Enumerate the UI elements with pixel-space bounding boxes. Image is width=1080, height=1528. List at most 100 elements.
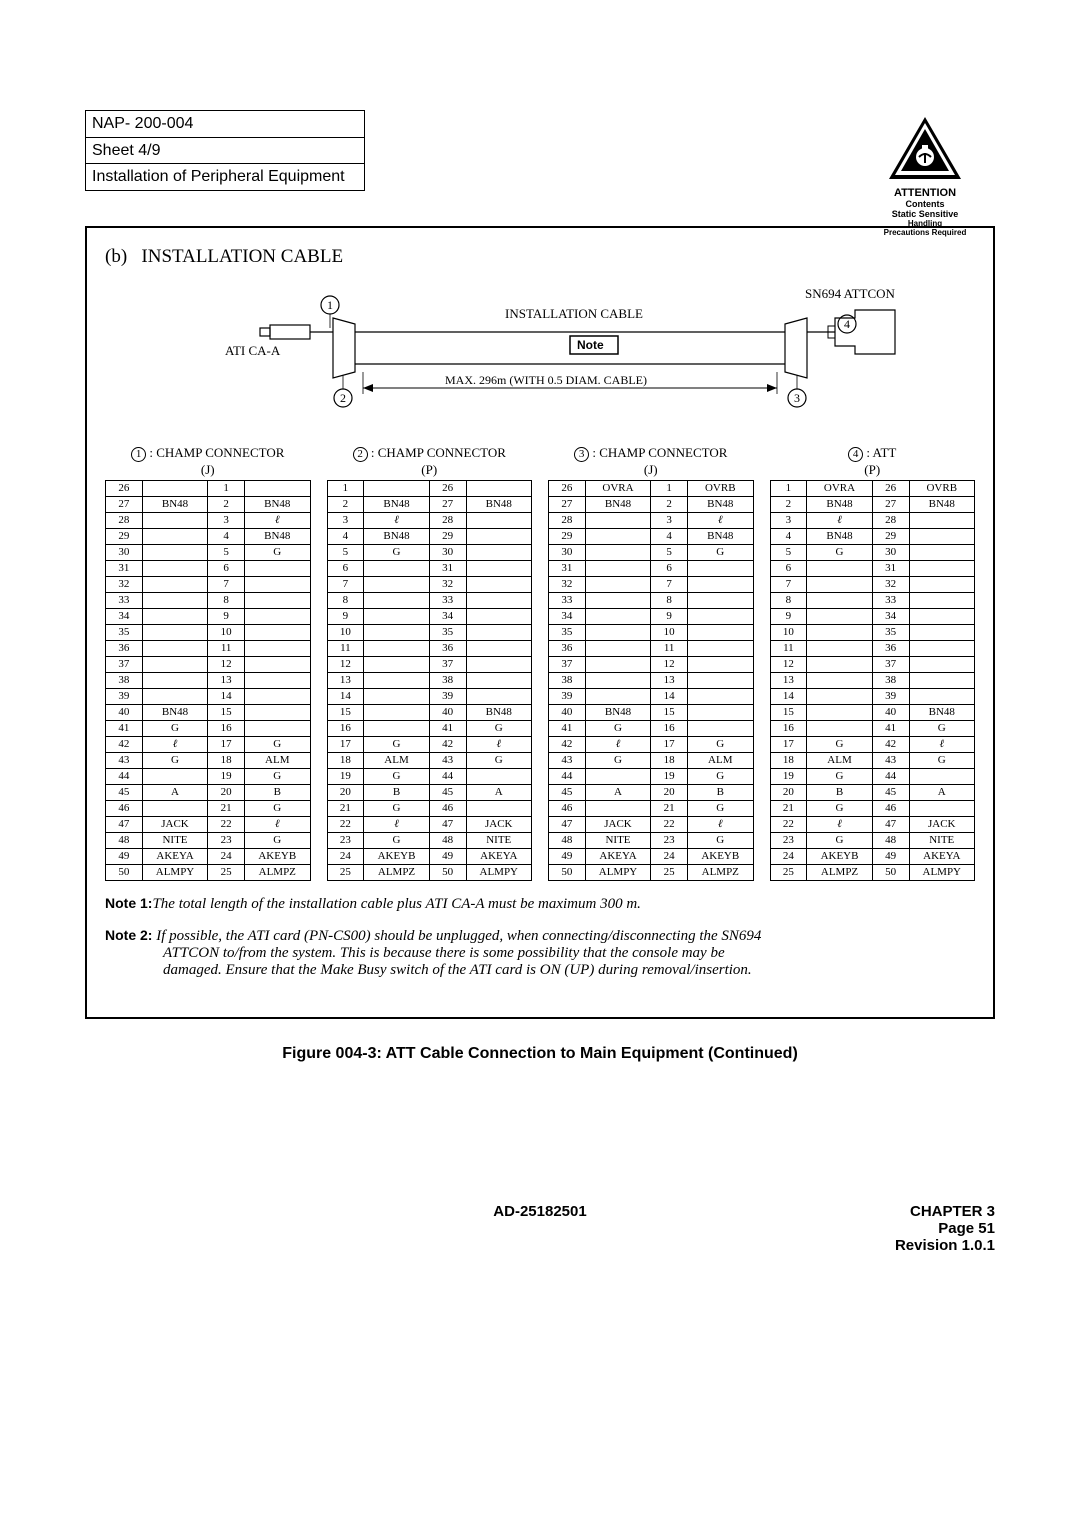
pin-number: 31 bbox=[872, 560, 909, 576]
pin-number: 2 bbox=[651, 496, 688, 512]
table-row: 934 bbox=[770, 608, 975, 624]
table-row: 1035 bbox=[327, 624, 532, 640]
pin-label bbox=[585, 528, 650, 544]
pin-number: 22 bbox=[327, 816, 364, 832]
pin-label bbox=[807, 560, 872, 576]
pin-label: BN48 bbox=[807, 528, 872, 544]
pin-number: 32 bbox=[872, 576, 909, 592]
pin-label bbox=[245, 656, 310, 672]
pin-label: AKEYB bbox=[245, 848, 310, 864]
pin-number: 37 bbox=[872, 656, 909, 672]
pin-label bbox=[142, 512, 207, 528]
note-2-text3: damaged. Ensure that the Make Busy switc… bbox=[105, 962, 752, 979]
pin-number: 1 bbox=[327, 480, 364, 496]
table-row: 22ℓ47JACK bbox=[770, 816, 975, 832]
page-footer: AD-25182501 CHAPTER 3 Page 51 Revision 1… bbox=[85, 1203, 995, 1254]
section-label: (b) bbox=[105, 246, 127, 267]
pin-number: 28 bbox=[549, 512, 586, 528]
pin-number: 31 bbox=[549, 560, 586, 576]
pin-label bbox=[245, 720, 310, 736]
pin-label: ALM bbox=[688, 752, 753, 768]
pin-number: 4 bbox=[327, 528, 364, 544]
pin-label bbox=[466, 768, 531, 784]
pin-number: 4 bbox=[208, 528, 245, 544]
pin-number: 40 bbox=[429, 704, 466, 720]
pin-number: 13 bbox=[208, 672, 245, 688]
table-row: 338 bbox=[549, 592, 754, 608]
pin-number: 8 bbox=[651, 592, 688, 608]
table-row: 5G30 bbox=[327, 544, 532, 560]
pin-label bbox=[585, 608, 650, 624]
pin-number: 37 bbox=[429, 656, 466, 672]
pin-number: 43 bbox=[106, 752, 143, 768]
pin-number: 39 bbox=[429, 688, 466, 704]
pin-label bbox=[909, 592, 974, 608]
pin-label: G bbox=[364, 736, 429, 752]
section-title: INSTALLATION CABLE bbox=[141, 246, 343, 267]
footer-right: CHAPTER 3 Page 51 Revision 1.0.1 bbox=[845, 1203, 995, 1254]
pin-number: 3 bbox=[327, 512, 364, 528]
pin-number: 46 bbox=[429, 800, 466, 816]
pinout-table-2: 1262BN4827BN483ℓ284BN48295G3063173283393… bbox=[327, 480, 533, 881]
pin-number: 19 bbox=[770, 768, 807, 784]
pin-label: BN48 bbox=[585, 496, 650, 512]
pin-label bbox=[466, 672, 531, 688]
table-row: 20B45A bbox=[327, 784, 532, 800]
pin-label bbox=[909, 560, 974, 576]
attn-line1: ATTENTION bbox=[860, 187, 990, 199]
pin-label: OVRA bbox=[807, 480, 872, 496]
pin-label: ALMPZ bbox=[364, 864, 429, 880]
pin-number: 43 bbox=[549, 752, 586, 768]
circled-1: 1 bbox=[131, 447, 146, 462]
pin-number: 14 bbox=[327, 688, 364, 704]
pin-label bbox=[466, 560, 531, 576]
pin-label bbox=[909, 672, 974, 688]
connector-3-label: : CHAMP CONNECTOR bbox=[592, 445, 727, 460]
pin-label bbox=[807, 704, 872, 720]
pin-label bbox=[909, 544, 974, 560]
table-row: 18ALM43G bbox=[770, 752, 975, 768]
pin-label: G bbox=[364, 800, 429, 816]
pin-number: 46 bbox=[872, 800, 909, 816]
pin-label: G bbox=[909, 752, 974, 768]
table-row: 732 bbox=[327, 576, 532, 592]
table-row: 4419G bbox=[549, 768, 754, 784]
table-row: 3813 bbox=[549, 672, 754, 688]
table-row: 833 bbox=[770, 592, 975, 608]
pin-number: 26 bbox=[549, 480, 586, 496]
pin-label: OVRB bbox=[909, 480, 974, 496]
table-row: 25ALMPZ50ALMPY bbox=[770, 864, 975, 880]
pin-label: BN48 bbox=[245, 496, 310, 512]
pin-number: 7 bbox=[651, 576, 688, 592]
pin-label: ℓ bbox=[245, 512, 310, 528]
table-row: 283ℓ bbox=[106, 512, 311, 528]
pin-label bbox=[807, 576, 872, 592]
pin-number: 9 bbox=[327, 608, 364, 624]
pin-label: A bbox=[585, 784, 650, 800]
figure-frame: (b) INSTALLATION CABLE ATI CA-A 1 2 bbox=[85, 226, 995, 1019]
pin-label bbox=[466, 640, 531, 656]
pin-label: OVRB bbox=[688, 480, 753, 496]
pin-label: BN48 bbox=[245, 528, 310, 544]
pin-label: A bbox=[909, 784, 974, 800]
pin-number: 21 bbox=[770, 800, 807, 816]
pin-number: 7 bbox=[208, 576, 245, 592]
pin-label bbox=[142, 640, 207, 656]
pin-number: 15 bbox=[651, 704, 688, 720]
connector-3-block: 3 : CHAMP CONNECTOR (J) 26OVRA1OVRB27BN4… bbox=[548, 445, 754, 881]
pin-number: 23 bbox=[208, 832, 245, 848]
pin-number: 41 bbox=[429, 720, 466, 736]
pin-label: A bbox=[142, 784, 207, 800]
pin-number: 17 bbox=[770, 736, 807, 752]
pin-label bbox=[245, 704, 310, 720]
pin-number: 47 bbox=[106, 816, 143, 832]
pin-label bbox=[245, 480, 310, 496]
pin-number: 36 bbox=[429, 640, 466, 656]
table-row: 261 bbox=[106, 480, 311, 496]
pin-label bbox=[466, 480, 531, 496]
pin-label bbox=[688, 608, 753, 624]
pin-number: 22 bbox=[651, 816, 688, 832]
pin-label bbox=[688, 688, 753, 704]
pin-label bbox=[909, 768, 974, 784]
ati-label: ATI CA-A bbox=[225, 343, 281, 358]
